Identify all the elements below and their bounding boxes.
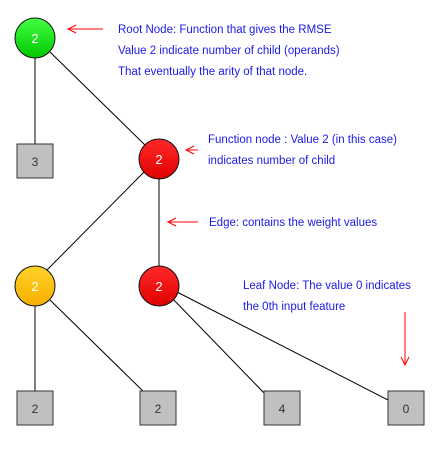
leaf-node-4-label: 0 — [403, 402, 410, 416]
leaf-node-2: 2 — [139, 390, 177, 426]
annotation-edge-line1: Edge: contains the weight values — [209, 217, 377, 229]
annotation-leaf-line2: the 0th input feature — [243, 301, 345, 313]
function-node-right: 2 — [138, 138, 180, 180]
edge-arrow-icon — [166, 217, 198, 227]
edge-left-leaf2 — [49, 299, 147, 395]
leaf-node-1-label: 2 — [32, 402, 39, 416]
function-arrow-icon — [184, 145, 198, 155]
function-node-right-label: 2 — [155, 152, 162, 167]
edge-root-function — [49, 51, 147, 147]
function-node-left: 2 — [14, 265, 56, 307]
leaf-node-1: 2 — [16, 390, 54, 426]
root-arrow-icon — [66, 24, 103, 34]
leaf-node-root: 3 — [16, 143, 54, 179]
edge-function-left — [45, 169, 147, 272]
leaf-node-2-label: 2 — [155, 402, 162, 416]
annotation-edge: Edge: contains the weight values — [209, 217, 377, 229]
annotation-function: Function node : Value 2 (in this case) i… — [208, 134, 397, 167]
edge-bottom-leaf4 — [176, 291, 391, 402]
leaf-node-4: 0 — [387, 390, 425, 426]
leaf-node-3: 4 — [263, 390, 301, 426]
function-node-bottom-label: 2 — [155, 279, 162, 294]
annotation-function-line2: indicates number of child — [208, 155, 335, 167]
annotation-root-line3: That eventually the arity of that node. — [118, 66, 307, 78]
leaf-node-3-label: 4 — [279, 402, 286, 416]
function-node-left-label: 2 — [31, 279, 38, 294]
annotation-root: Root Node: Function that gives the RMSE … — [118, 24, 340, 78]
leaf-arrow-icon — [400, 312, 410, 367]
annotation-leaf-line1: Leaf Node: The value 0 indicates — [243, 280, 411, 292]
root-node-label: 2 — [31, 31, 38, 46]
edge-bottom-leaf3 — [169, 295, 267, 396]
edges — [34, 51, 391, 402]
annotation-root-line1: Root Node: Function that gives the RMSE — [118, 24, 332, 36]
leaf-node-root-label: 3 — [32, 155, 39, 169]
annotation-leaf: Leaf Node: The value 0 indicates the 0th… — [243, 280, 411, 313]
annotation-arrows — [66, 24, 410, 367]
root-node: 2 — [14, 17, 56, 59]
function-node-bottom: 2 — [138, 265, 180, 307]
annotation-root-line2: Value 2 indicate number of child (operan… — [118, 45, 340, 57]
annotation-function-line1: Function node : Value 2 (in this case) — [208, 134, 397, 146]
